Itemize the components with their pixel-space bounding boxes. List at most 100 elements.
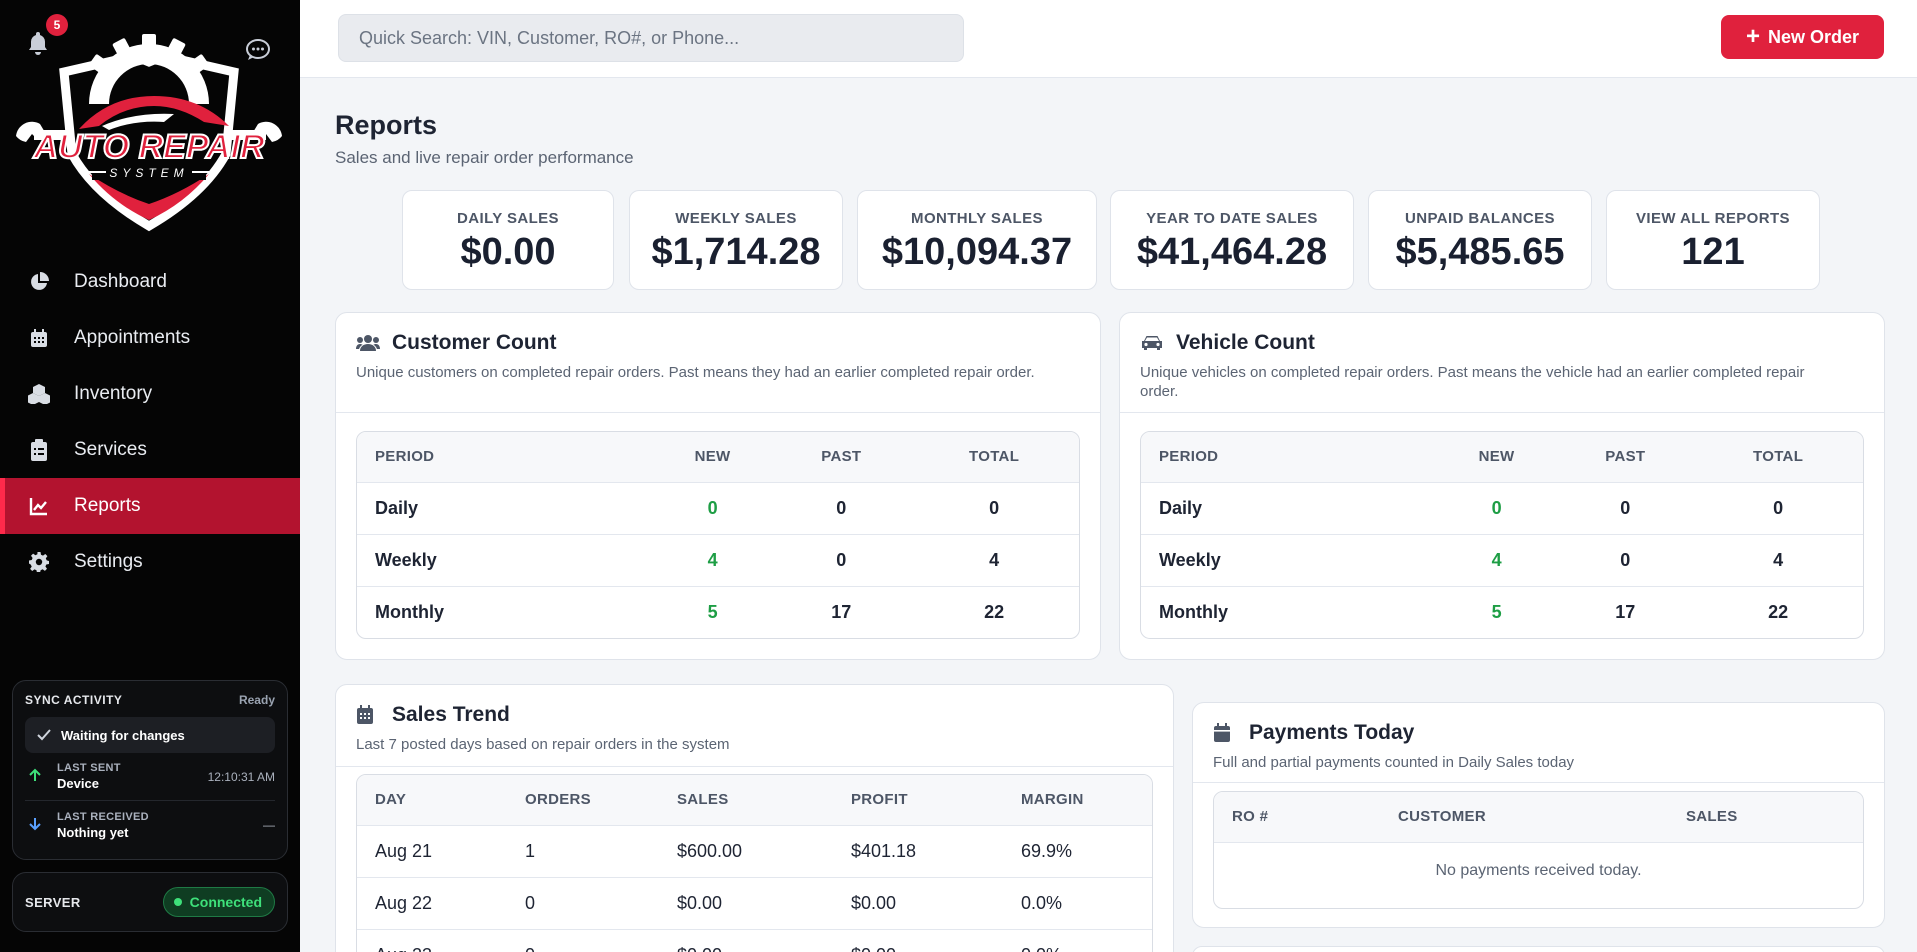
chart-line-icon <box>28 495 50 517</box>
column-header: MARGIN <box>1003 775 1152 826</box>
table-row: Weekly 4 0 4 <box>357 534 1079 587</box>
sidebar-item-label: Reports <box>74 495 141 516</box>
sync-status-text: Waiting for changes <box>61 727 185 743</box>
column-header: CUSTOMER <box>1380 792 1668 843</box>
kpi-view-all-reports[interactable]: VIEW ALL REPORTS 121 <box>1606 190 1820 290</box>
sidebar-item-label: Inventory <box>74 383 153 404</box>
customer-count-table: PERIOD NEW PAST TOTAL Daily 0 0 0 Weekly… <box>356 431 1080 639</box>
table-row: Aug 21 1 $600.00 $401.18 69.9% <box>357 825 1152 878</box>
payments-table: RO # CUSTOMER SALES No payments received… <box>1213 791 1864 909</box>
vehicle-count-table: PERIOD NEW PAST TOTAL Daily 0 0 0 Weekly… <box>1140 431 1864 639</box>
kpi-value: $5,485.65 <box>1395 231 1565 273</box>
gear-icon <box>28 551 50 573</box>
next-card <box>1192 946 1885 952</box>
arrow-down-icon <box>29 817 45 834</box>
table-row: Daily 0 0 0 <box>1141 482 1863 535</box>
column-header: PROFIT <box>833 775 1003 826</box>
sidebar-item-settings[interactable]: Settings <box>0 534 300 590</box>
column-header: TOTAL <box>909 432 1079 483</box>
profit-cell: $0.00 <box>833 929 1003 952</box>
status-dot-icon <box>173 898 182 906</box>
period-cell: Daily <box>1141 482 1436 535</box>
chat-icon[interactable] <box>245 38 271 62</box>
margin-cell: 69.9% <box>1003 825 1152 878</box>
kpi-unpaid-balances[interactable]: UNPAID BALANCES $5,485.65 <box>1368 190 1592 290</box>
arrow-up-icon <box>29 768 45 785</box>
card-title: Vehicle Count <box>1176 331 1315 354</box>
new-cell: 0 <box>651 482 774 535</box>
logo-text: AUTO REPAIR <box>32 128 265 166</box>
card-description: Last 7 posted days based on repair order… <box>356 736 730 753</box>
period-cell: Monthly <box>1159 601 1228 622</box>
last-sent-value: Device <box>57 776 99 791</box>
card-description: Unique customers on completed repair ord… <box>356 364 1035 381</box>
sidebar-nav: Dashboard Appointments Inventory Service… <box>0 254 300 590</box>
column-header: ORDERS <box>507 775 659 826</box>
column-header: NEW <box>651 432 774 483</box>
sidebar-item-services[interactable]: Services <box>0 422 300 478</box>
page-subtitle: Sales and live repair order performance <box>335 148 634 167</box>
column-header: PERIOD <box>1141 432 1436 483</box>
total-cell: 4 <box>1693 534 1863 587</box>
new-cell: 4 <box>651 534 774 587</box>
sidebar-item-dashboard[interactable]: Dashboard <box>0 254 300 310</box>
kpi-label: MONTHLY SALES <box>911 210 1043 227</box>
sync-status: Waiting for changes <box>25 717 275 753</box>
car-icon <box>1140 333 1164 353</box>
bell-icon[interactable] <box>26 30 50 56</box>
vehicle-count-card: Vehicle Count Unique vehicles on complet… <box>1119 312 1885 660</box>
period-cell: Weekly <box>357 534 652 587</box>
new-order-button[interactable]: + New Order <box>1721 15 1884 59</box>
search-input[interactable] <box>338 14 964 62</box>
logo-subtext: SYSTEM <box>109 166 188 180</box>
kpi-label: WEEKLY SALES <box>675 210 797 227</box>
kpi-weekly-sales[interactable]: WEEKLY SALES $1,714.28 <box>629 190 843 290</box>
calendar-icon <box>356 705 380 725</box>
day-cell: Aug 22 <box>357 877 507 930</box>
period-cell: Monthly <box>375 601 444 622</box>
total-cell: 4 <box>909 534 1079 587</box>
clipboard-icon <box>28 439 50 461</box>
column-header: RO # <box>1214 792 1380 843</box>
server-label: SERVER <box>25 894 81 910</box>
total-cell: 22 <box>984 601 1005 622</box>
table-row: Aug 22 0 $0.00 $0.00 0.0% <box>357 877 1152 930</box>
day-cell: Aug 21 <box>357 825 507 878</box>
total-cell: 0 <box>1693 482 1863 535</box>
sidebar: 5 AUTO REPAIR <box>0 0 300 952</box>
kpi-label: UNPAID BALANCES <box>1405 210 1555 227</box>
last-received-row: LAST RECEIVED Nothing yet — <box>25 801 275 849</box>
card-title: Customer Count <box>392 331 557 354</box>
kpi-daily-sales[interactable]: DAILY SALES $0.00 <box>402 190 614 290</box>
kpi-label: DAILY SALES <box>457 210 559 227</box>
top-bar: + New Order <box>300 0 1917 78</box>
margin-cell: 0.0% <box>1003 877 1152 930</box>
sidebar-item-reports[interactable]: Reports <box>0 478 300 534</box>
customer-count-card: Customer Count Unique customers on compl… <box>335 312 1101 660</box>
notification-badge: 5 <box>46 14 68 36</box>
period-cell: Daily <box>357 482 652 535</box>
sales-cell: $600.00 <box>659 825 833 878</box>
kpi-ytd-sales[interactable]: YEAR TO DATE SALES $41,464.28 <box>1110 190 1354 290</box>
sales-trend-card: Sales Trend Last 7 posted days based on … <box>335 684 1174 952</box>
payments-today-card: Payments Today Full and partial payments… <box>1192 702 1885 928</box>
server-panel: SERVER Connected <box>12 872 288 932</box>
total-cell: 0 <box>909 482 1079 535</box>
page-title: Reports <box>335 110 438 140</box>
past-cell: 17 <box>1615 601 1636 622</box>
sidebar-item-label: Services <box>74 439 147 460</box>
card-title: Payments Today <box>1249 721 1415 744</box>
logo: AUTO REPAIR SYSTEM <box>14 34 284 234</box>
table-row: Daily 0 0 0 <box>357 482 1079 535</box>
sidebar-item-label: Settings <box>74 551 143 572</box>
sidebar-item-inventory[interactable]: Inventory <box>0 366 300 422</box>
orders-cell: 0 <box>507 877 659 930</box>
sidebar-item-appointments[interactable]: Appointments <box>0 310 300 366</box>
kpi-label: YEAR TO DATE SALES <box>1146 210 1318 227</box>
new-order-label: New Order <box>1767 26 1860 47</box>
table-row: Monthly 5 17 22 <box>357 586 1079 638</box>
card-title: Sales Trend <box>392 703 510 726</box>
kpi-monthly-sales[interactable]: MONTHLY SALES $10,094.37 <box>857 190 1097 290</box>
table-row: Aug 23 0 $0.00 $0.00 0.0% <box>357 929 1152 952</box>
column-header: SALES <box>1668 792 1863 843</box>
